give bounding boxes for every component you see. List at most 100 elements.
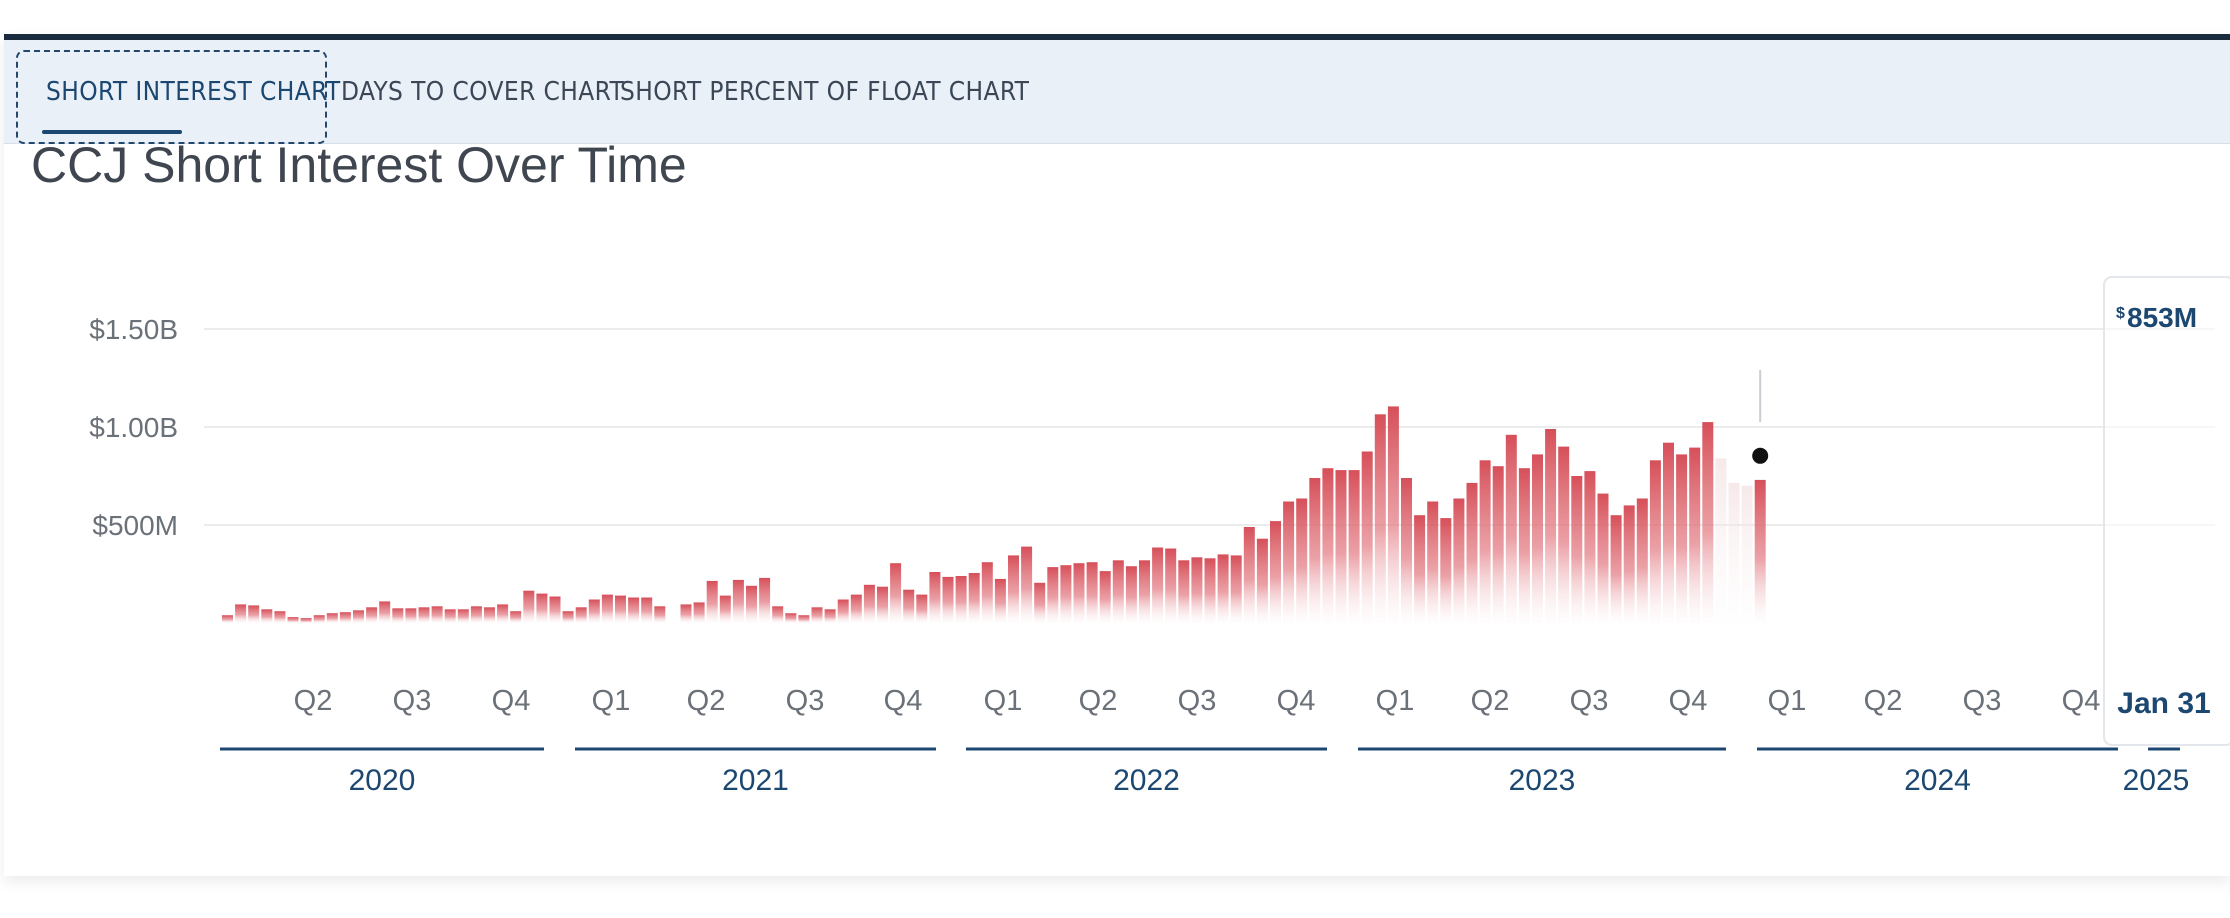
bar[interactable]	[248, 605, 260, 623]
bar[interactable]	[1518, 468, 1530, 623]
bar[interactable]	[601, 594, 613, 623]
bar[interactable]	[1152, 547, 1164, 624]
bar[interactable]	[457, 609, 469, 623]
bar[interactable]	[1256, 538, 1268, 623]
bar[interactable]	[536, 593, 548, 623]
bar[interactable]	[1283, 501, 1295, 624]
bar[interactable]	[444, 609, 456, 623]
bar[interactable]	[1702, 422, 1714, 623]
bar[interactable]	[1584, 471, 1596, 623]
bar[interactable]	[562, 611, 574, 623]
bar[interactable]	[693, 602, 705, 623]
bar[interactable]	[641, 597, 653, 624]
bar[interactable]	[1479, 460, 1491, 623]
bar[interactable]	[1401, 478, 1412, 623]
bar[interactable]	[968, 573, 980, 623]
bar[interactable]	[890, 563, 902, 623]
bar[interactable]	[1505, 434, 1517, 623]
bar[interactable]	[1361, 451, 1373, 624]
bar[interactable]	[235, 604, 247, 623]
bar[interactable]	[1021, 546, 1033, 623]
bar[interactable]	[1440, 518, 1452, 623]
bar[interactable]	[863, 584, 875, 623]
bar[interactable]	[353, 610, 364, 623]
bar[interactable]	[326, 613, 338, 623]
bar[interactable]	[1610, 515, 1622, 623]
tab-short-percent-of-float-chart[interactable]: SHORT PERCENT OF FLOAT CHART	[620, 77, 1030, 107]
bar[interactable]	[785, 613, 797, 623]
bar[interactable]	[1414, 515, 1426, 623]
bar[interactable]	[929, 572, 941, 623]
bar[interactable]	[942, 576, 954, 623]
bar[interactable]	[1741, 485, 1753, 623]
bar[interactable]	[811, 607, 823, 623]
bar[interactable]	[1243, 527, 1255, 623]
bar[interactable]	[575, 607, 587, 623]
bar[interactable]	[1178, 560, 1190, 623]
bar[interactable]	[1689, 447, 1701, 623]
bar[interactable]	[1532, 454, 1543, 623]
bar[interactable]	[706, 580, 718, 623]
bar[interactable]	[1597, 493, 1609, 623]
bar[interactable]	[261, 609, 273, 623]
bar[interactable]	[1309, 478, 1321, 623]
bar[interactable]	[1125, 566, 1137, 623]
bar[interactable]	[877, 586, 888, 623]
bar[interactable]	[470, 606, 482, 623]
bar[interactable]	[1374, 414, 1386, 623]
bar[interactable]	[274, 611, 286, 623]
bar[interactable]	[628, 597, 640, 624]
bar[interactable]	[1008, 555, 1019, 623]
bar[interactable]	[1636, 498, 1648, 624]
bar[interactable]	[1715, 458, 1727, 623]
bar[interactable]	[1217, 554, 1229, 623]
bar[interactable]	[1492, 466, 1504, 623]
bar[interactable]	[772, 606, 784, 623]
bar[interactable]	[588, 599, 600, 624]
bar[interactable]	[418, 607, 430, 623]
bar[interactable]	[1663, 442, 1674, 623]
bar[interactable]	[392, 608, 404, 623]
bar[interactable]	[1387, 406, 1399, 623]
bar[interactable]	[1204, 558, 1216, 623]
bar[interactable]	[719, 595, 731, 623]
bar[interactable]	[431, 606, 443, 623]
bar[interactable]	[339, 612, 351, 623]
bar[interactable]	[313, 615, 325, 623]
bar[interactable]	[1453, 498, 1465, 624]
bar[interactable]	[1558, 446, 1570, 623]
bar[interactable]	[798, 615, 810, 623]
bar[interactable]	[1676, 454, 1688, 623]
bar[interactable]	[1754, 479, 1766, 623]
bar[interactable]	[615, 595, 626, 623]
bar[interactable]	[1348, 470, 1360, 623]
bar[interactable]	[523, 590, 535, 623]
bar[interactable]	[1270, 521, 1281, 623]
bar[interactable]	[549, 596, 561, 624]
bar[interactable]	[824, 609, 836, 623]
bar[interactable]	[1230, 555, 1242, 623]
bar[interactable]	[379, 601, 391, 623]
bar[interactable]	[1073, 563, 1085, 623]
bar[interactable]	[850, 594, 862, 623]
bar[interactable]	[732, 579, 744, 623]
bar[interactable]	[746, 585, 757, 623]
bar[interactable]	[955, 576, 967, 623]
bar[interactable]	[1322, 468, 1334, 623]
bar[interactable]	[497, 604, 509, 623]
bar[interactable]	[837, 599, 849, 624]
bar[interactable]	[222, 615, 233, 623]
bar[interactable]	[1296, 498, 1308, 624]
bar[interactable]	[405, 608, 417, 623]
bar[interactable]	[1112, 560, 1124, 623]
bar[interactable]	[1099, 571, 1111, 623]
bar[interactable]	[1335, 470, 1347, 623]
bar[interactable]	[1047, 567, 1059, 623]
bar[interactable]	[1571, 476, 1583, 623]
bar[interactable]	[1165, 548, 1177, 624]
bar[interactable]	[287, 617, 299, 623]
bar[interactable]	[1649, 460, 1661, 623]
bar[interactable]	[300, 618, 312, 623]
tab-short-interest-chart[interactable]: SHORT INTEREST CHART	[46, 77, 341, 107]
bar[interactable]	[680, 604, 692, 623]
